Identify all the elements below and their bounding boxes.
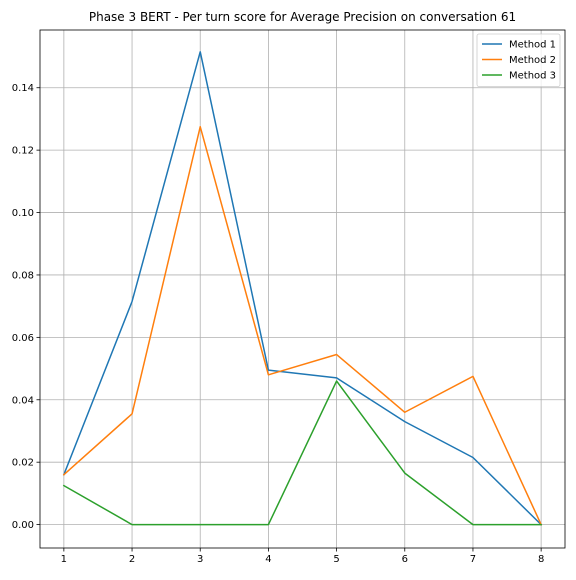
- y-axis: 0.00 0.02 0.04 0.06 0.08 0.10 0.12 0.14: [12, 83, 40, 531]
- y-tick-label: 0.00: [12, 520, 34, 531]
- legend-label: Method 1: [509, 40, 556, 51]
- y-tick-label: 0.12: [12, 146, 34, 157]
- series-line-method-3: [62, 380, 542, 526]
- plot-frame: [39, 29, 566, 549]
- series-line-method-2: [62, 125, 543, 526]
- legend-box: [476, 33, 561, 87]
- series-group: [62, 51, 543, 526]
- y-tick-label: 0.08: [12, 270, 34, 281]
- x-tick-label: 7: [470, 554, 476, 565]
- x-tick-label: 4: [265, 554, 271, 565]
- x-axis: 1 2 3 4 5 6 7 8: [61, 548, 544, 565]
- y-tick-label: 0.04: [12, 395, 34, 406]
- x-tick-label: 2: [129, 554, 135, 565]
- x-tick-label: 8: [538, 554, 544, 565]
- y-tick-label: 0.06: [12, 333, 34, 344]
- y-tick-label: 0.02: [12, 458, 34, 469]
- legend-label: Method 3: [509, 71, 556, 82]
- legend: Method 1 Method 2 Method 3: [476, 33, 561, 87]
- chart-title: Phase 3 BERT - Per turn score for Averag…: [89, 10, 516, 24]
- x-tick-label: 3: [197, 554, 203, 565]
- x-tick-label: 1: [61, 554, 67, 565]
- legend-label: Method 2: [509, 55, 556, 66]
- y-tick-label: 0.14: [12, 83, 34, 94]
- x-tick-label: 5: [333, 554, 339, 565]
- series-line-method-1: [62, 51, 543, 526]
- y-tick-label: 0.10: [12, 208, 34, 219]
- x-tick-label: 6: [402, 554, 408, 565]
